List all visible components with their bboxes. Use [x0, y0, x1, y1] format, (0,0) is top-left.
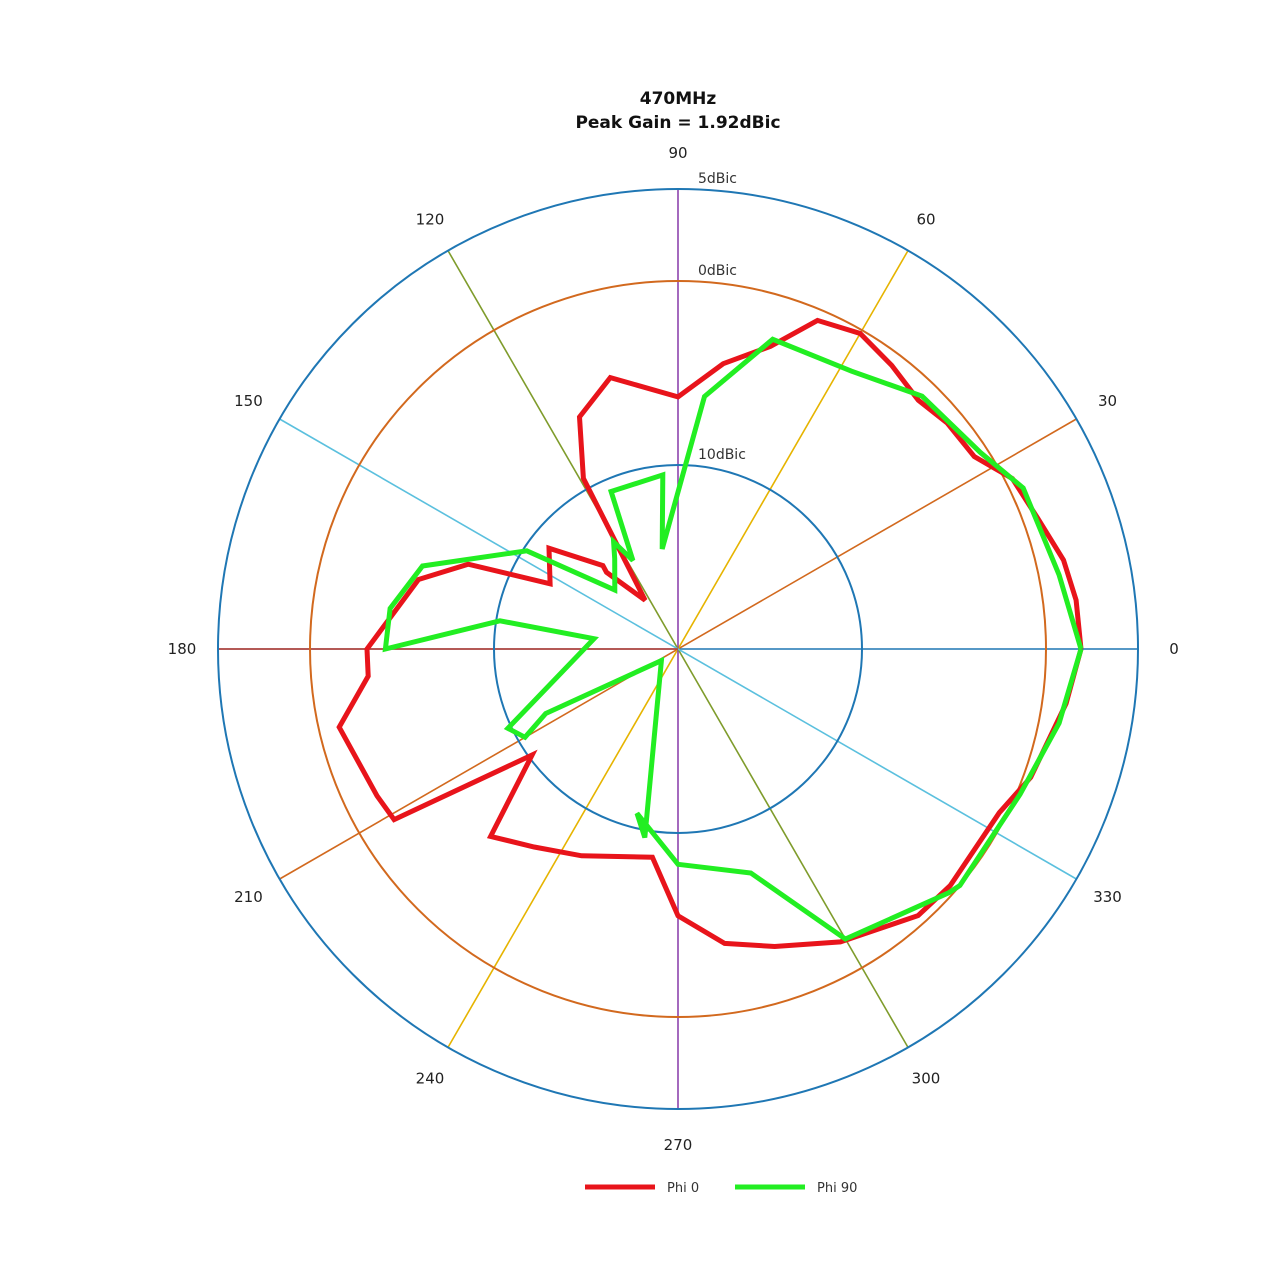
chart-subtitle: Peak Gain = 1.92dBic: [575, 113, 780, 133]
ring-2: [493, 464, 863, 834]
series-line-phi-90: [382, 336, 1084, 942]
angle-label-60: 60: [916, 210, 935, 228]
ring-0: [217, 188, 1139, 1110]
legend-label-0: Phi 0: [667, 1181, 699, 1196]
angle-label-330: 330: [1093, 888, 1122, 906]
chart-title: 470MHz: [640, 89, 717, 109]
angle-label-150: 150: [234, 392, 263, 410]
angle-label-270: 270: [664, 1136, 693, 1154]
angle-label-0: 0: [1169, 640, 1179, 658]
ring-label-0: 5dBic: [698, 171, 737, 187]
angle-label-240: 240: [416, 1070, 445, 1088]
angle-label-30: 30: [1098, 392, 1117, 410]
angle-label-210: 210: [234, 888, 263, 906]
legend-label-1: Phi 90: [817, 1181, 857, 1196]
angle-label-180: 180: [168, 640, 197, 658]
angle-label-90: 90: [668, 144, 687, 162]
angle-label-300: 300: [912, 1070, 941, 1088]
series-layer: [336, 317, 1084, 950]
angle-label-120: 120: [416, 210, 445, 228]
ring-label-1: 0dBic: [698, 263, 737, 279]
ring-label-2: 10dBic: [698, 447, 746, 463]
ring-1: [309, 280, 1047, 1018]
legend: Phi 0 Phi 90: [585, 1181, 857, 1196]
polar-grid: 5dBic 0dBic 10dBic 0 30 60 90 120 150 180 210 240 27…: [168, 144, 1179, 1154]
